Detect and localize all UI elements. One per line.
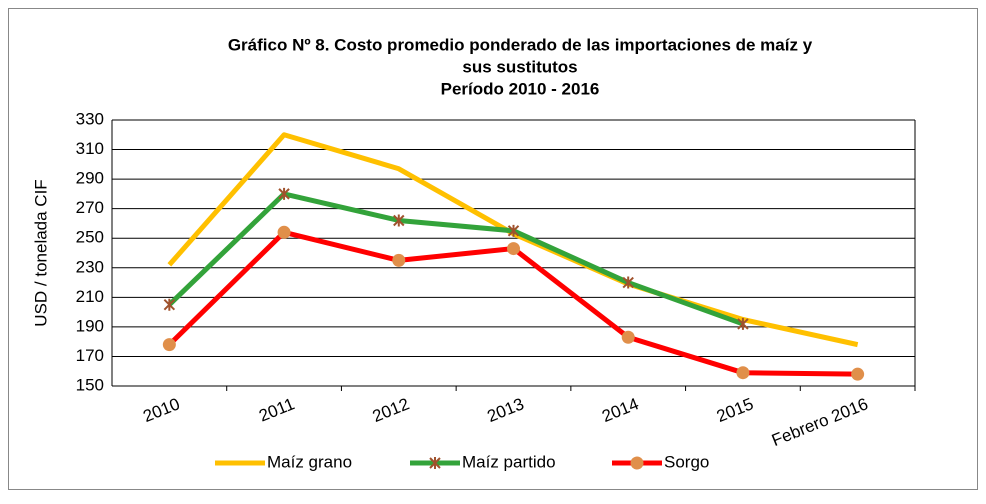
y-tick-label: 290 <box>76 169 104 188</box>
marker <box>392 253 406 267</box>
y-tick-label: 250 <box>76 228 104 247</box>
legend-label: Maíz grano <box>267 452 352 471</box>
marker <box>393 214 405 227</box>
marker <box>507 242 520 256</box>
y-tick-label: 310 <box>76 139 104 158</box>
marker <box>429 457 441 469</box>
legend-marker <box>630 456 644 470</box>
marker <box>163 298 176 311</box>
marker <box>621 330 635 344</box>
marker <box>736 366 750 380</box>
legend-label: Sorgo <box>664 452 709 471</box>
chart-title: Período 2010 - 2016 <box>441 79 600 98</box>
marker <box>277 225 291 239</box>
y-tick-label: 210 <box>76 287 104 306</box>
y-tick-label: 270 <box>76 198 104 217</box>
marker <box>162 338 176 352</box>
chart-title: sus sustitutos <box>462 57 577 76</box>
chart-title: Gráfico Nº 8. Costo promedio ponderado d… <box>228 35 813 54</box>
y-tick-label: 330 <box>76 109 104 128</box>
marker <box>507 224 520 237</box>
marker <box>278 187 290 200</box>
marker <box>622 276 634 289</box>
y-axis-label: USD / tonelada CIF <box>31 179 50 326</box>
y-tick-label: 170 <box>76 346 104 365</box>
marker <box>851 367 865 381</box>
series-line <box>167 191 744 327</box>
legend-label: Maíz partido <box>462 452 556 471</box>
marker <box>737 317 749 330</box>
y-tick-label: 150 <box>76 375 104 394</box>
y-tick-label: 230 <box>76 257 104 276</box>
y-tick-label: 190 <box>76 316 104 335</box>
